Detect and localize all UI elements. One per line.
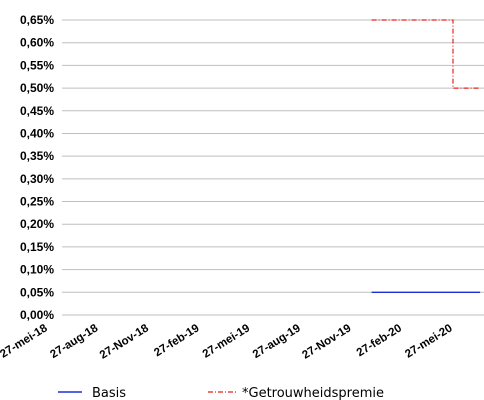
- y-tick-label: 0,40%: [20, 126, 54, 140]
- y-tick-label: 0,25%: [20, 195, 54, 209]
- gridlines: [62, 20, 484, 315]
- y-tick-label: 0,15%: [20, 240, 54, 254]
- x-tick-label: 27-mei-18: [0, 322, 50, 361]
- x-tick-label: 27-feb-19: [152, 322, 201, 359]
- x-tick-label: 27-aug-19: [251, 322, 303, 361]
- legend-item-basis: Basis: [58, 386, 126, 400]
- legend-label-basis: Basis: [92, 386, 126, 400]
- legend-item-getrouwheidspremie: *Getrouwheidspremie: [208, 386, 384, 400]
- y-tick-label: 0,00%: [20, 308, 54, 322]
- y-tick-label: 0,65%: [20, 13, 54, 27]
- x-tick-label: 27-aug-18: [48, 322, 100, 361]
- legend: Basis *Getrouwheidspremie: [58, 386, 384, 400]
- series-line-getrouwheidspremie: [372, 20, 481, 88]
- y-tick-label: 0,10%: [20, 263, 54, 277]
- x-tick-label: 27-mei-20: [403, 322, 454, 360]
- y-tick-label: 0,05%: [20, 285, 54, 299]
- x-tick-label: 27-feb-20: [355, 322, 404, 359]
- y-tick-label: 0,45%: [20, 104, 54, 118]
- x-tick-label: 27-mei-19: [201, 322, 252, 360]
- y-tick-label: 0,20%: [20, 217, 54, 231]
- y-tick-label: 0,55%: [20, 58, 54, 72]
- y-axis-tick-labels: 0,00% 0,05% 0,10% 0,15% 0,20% 0,25% 0,30% 0,35%…: [20, 13, 54, 322]
- legend-label-getrouwheidspremie: *Getrouwheidspremie: [242, 386, 384, 400]
- x-tick-label: 27-Nov-18: [98, 322, 151, 362]
- y-tick-label: 0,50%: [20, 81, 54, 95]
- x-tick-label: 27-Nov-19: [300, 322, 353, 361]
- y-tick-label: 0,60%: [20, 36, 54, 50]
- y-tick-label: 0,30%: [20, 172, 54, 186]
- y-tick-label: 0,35%: [20, 149, 54, 163]
